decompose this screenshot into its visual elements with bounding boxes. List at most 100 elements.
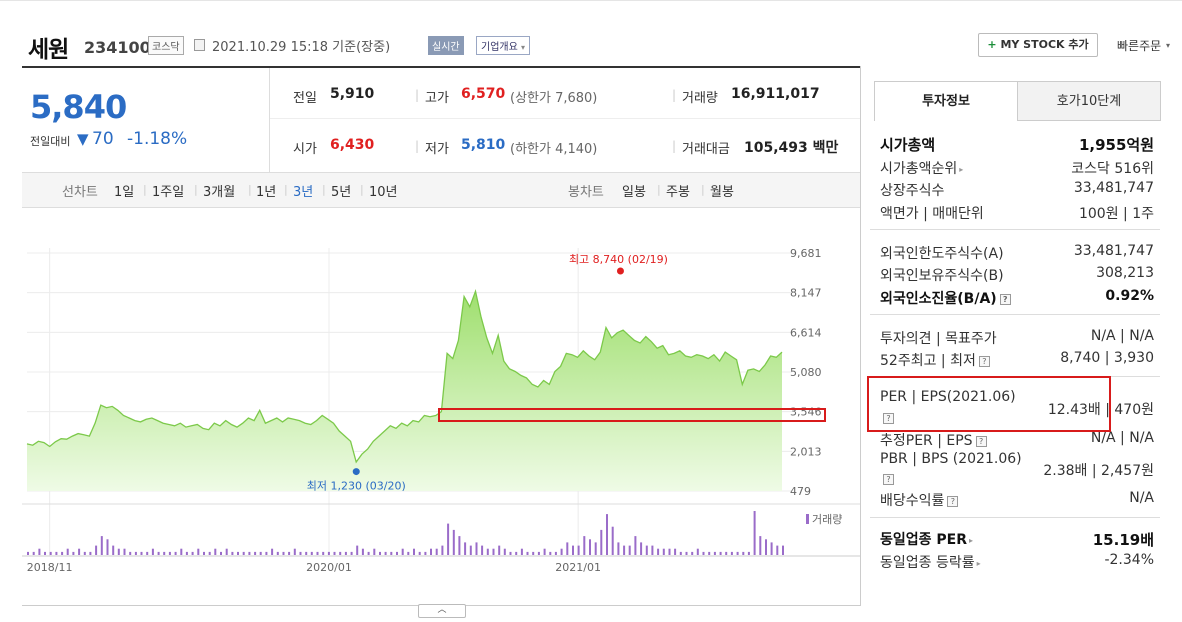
market-cap-rank-label[interactable]: 시가총액순위 ▸ (880, 158, 963, 178)
est-per-value: N/A | N/A (1090, 430, 1154, 446)
pbr-value: 2.38배 | 2,457원 (1043, 463, 1154, 479)
volume-bar (469, 545, 472, 555)
volume-bar (594, 542, 597, 555)
volume-bar (78, 548, 81, 555)
period-tab-1w[interactable]: 1주일 (152, 185, 185, 200)
add-mystock-button[interactable]: + MY STOCK 추가 (978, 33, 1098, 57)
volume-bar (418, 551, 421, 555)
company-overview-dropdown[interactable]: 기업개요 ▾ (476, 36, 531, 55)
help-icon[interactable]: ? (999, 293, 1011, 305)
low-label: 저가 (425, 142, 449, 157)
divider: | (701, 183, 705, 196)
tab-invest-info[interactable]: 투자정보 (874, 81, 1018, 121)
help-icon[interactable]: ? (947, 495, 959, 507)
volume-bar (583, 536, 586, 555)
volume-bar (174, 551, 177, 555)
volume-bar (645, 545, 648, 555)
volume-bar (589, 539, 591, 555)
volume-bar (520, 548, 523, 555)
pbr-label: PBR | BPS (2021.06) (880, 451, 1022, 467)
add-mystock-label: MY STOCK 추가 (1000, 38, 1089, 51)
volume-bar (430, 548, 432, 555)
foreign-limit-value: 33,481,747 (1073, 243, 1154, 259)
volume-bar (696, 548, 699, 555)
sector-change-value: -2.34% (1104, 552, 1154, 568)
volume-bar (106, 539, 109, 555)
candle-tab-weekly[interactable]: 주봉 (666, 185, 690, 200)
week52-label: 52주최고 | 최저? (880, 350, 990, 370)
help-icon[interactable]: ? (883, 473, 894, 485)
candle-tab-daily[interactable]: 일봉 (622, 185, 646, 200)
volume-bar (617, 542, 620, 555)
realtime-tag[interactable]: 실시간 (428, 36, 464, 55)
foreign-ratio-label: 외국인소진율(B/A)? (880, 288, 1011, 308)
divider: | (322, 183, 326, 196)
invest-info-panel (860, 66, 1182, 606)
volume-bar (640, 542, 643, 555)
candle-tab-monthly[interactable]: 월봉 (710, 185, 734, 200)
row-divider (270, 118, 860, 119)
help-icon[interactable]: ? (975, 435, 987, 447)
tab-hoga-10[interactable]: 호가10단계 (1017, 81, 1161, 121)
period-tab-5y[interactable]: 5년 (331, 185, 352, 200)
volume-bar (356, 545, 359, 555)
price-area (27, 291, 782, 491)
volume-bar (373, 548, 376, 555)
chevron-down-icon[interactable]: ▾ (1166, 41, 1171, 50)
period-tab-3m[interactable]: 3개월 (203, 185, 236, 200)
volume-bar (708, 551, 711, 555)
sector-per-text: 동일업종 PER (880, 532, 967, 548)
volume-bar (730, 551, 733, 555)
collapse-button[interactable]: ︿ (418, 604, 466, 618)
volume-bar (333, 551, 336, 555)
period-bar (22, 172, 860, 208)
volume-bar (32, 551, 35, 555)
volume-bar (89, 551, 92, 555)
volume-bar (203, 551, 205, 555)
per-value: 12.43배 | 470원 (1047, 402, 1154, 418)
period-tab-1d[interactable]: 1일 (114, 185, 135, 200)
volume-bar (657, 548, 660, 555)
volume-bar (117, 548, 120, 555)
volume-legend: 거래량 (812, 513, 842, 526)
volume-bar (214, 548, 217, 555)
period-tab-3y[interactable]: 3년 (293, 185, 314, 200)
volume-bar (452, 529, 455, 555)
quick-order-link[interactable]: 빠른주문 (1117, 39, 1162, 53)
opinion-label: 투자의견 | 목표주가 (880, 331, 997, 347)
help-icon[interactable]: ? (978, 355, 990, 367)
volume-bar (237, 551, 239, 555)
min-marker (352, 468, 360, 476)
volume-bar (685, 551, 688, 555)
volume-bar (458, 536, 461, 555)
volume-bar (38, 548, 41, 555)
opinion-value: N/A | N/A (1090, 328, 1154, 344)
section-divider (870, 229, 1160, 230)
volume-bar (719, 551, 722, 555)
period-tab-1y[interactable]: 1년 (256, 185, 277, 200)
volume-bar (753, 511, 756, 555)
timestamp: 2021.10.29 15:18 기준(장중) (212, 40, 391, 55)
price-chart[interactable]: 9,681 8,147 6,614 5,080 3,546 2,013 479 2018/1… (22, 208, 860, 606)
volume-bar (231, 551, 234, 555)
foreign-ratio-value: 0.92% (1105, 288, 1154, 304)
volume-bar (566, 542, 569, 555)
volume-bar (339, 551, 342, 555)
volume-bar (600, 529, 603, 555)
volume-bar (83, 551, 86, 555)
period-tab-10y[interactable]: 10년 (369, 185, 398, 200)
help-icon[interactable]: ? (883, 412, 894, 424)
volume-bar (628, 545, 631, 555)
candle-chart-label: 봉차트 (568, 185, 604, 200)
volume-bar (543, 548, 546, 555)
volume-bar (248, 551, 251, 555)
divider: | (415, 139, 420, 153)
volume-bar (765, 539, 767, 555)
volume-bar (293, 548, 296, 555)
high-value: 6,570 (461, 86, 506, 102)
y-tick-label: 6,614 (790, 326, 822, 339)
y-tick-label: 9,681 (790, 247, 822, 260)
volume-bar (577, 545, 580, 555)
volume-bar (163, 551, 166, 555)
volume-bar (651, 545, 654, 555)
